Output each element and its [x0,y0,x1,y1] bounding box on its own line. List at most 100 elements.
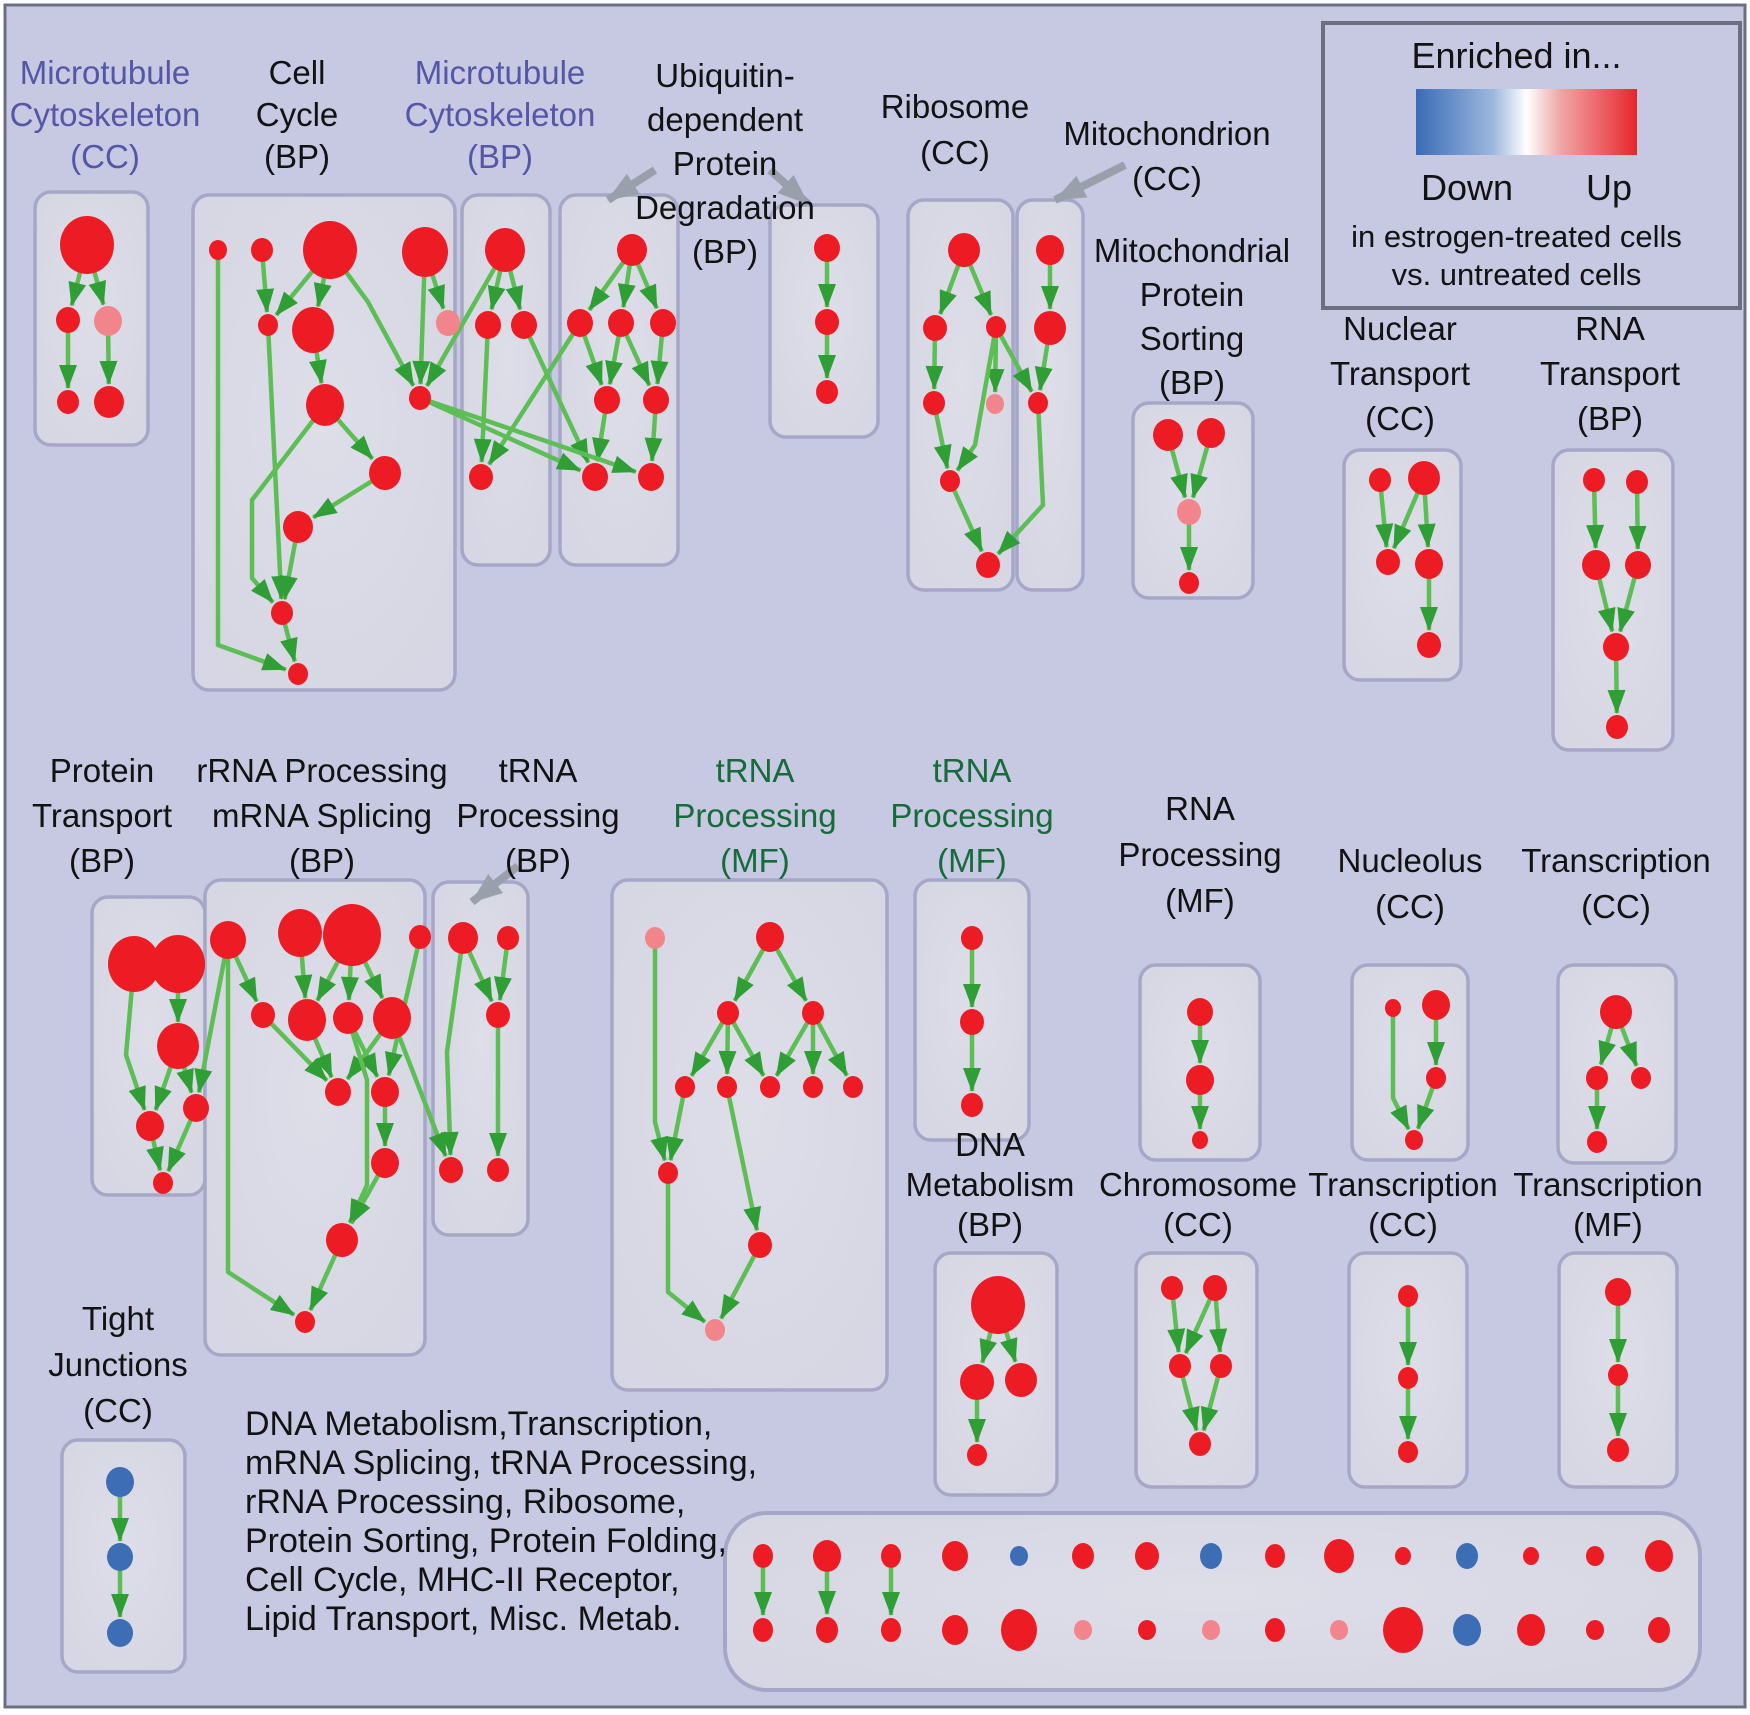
node-rna-transport-rt2 [1626,470,1648,494]
node-trna-mf-1-f6 [717,1076,737,1098]
node-trna-mf-1-f7 [760,1076,780,1098]
node-rrna-q6 [288,999,326,1041]
label-ubiq-line-3: Degradation [635,189,815,226]
node-trna-mf-1-f12 [705,1319,725,1341]
node-transcription-cc-mid-x1 [1600,995,1632,1029]
node-rrna-q7 [333,1002,363,1034]
edge-f3-f5 [689,1011,730,1077]
node-rrna-q8 [373,997,411,1039]
node-rna-transport-rt3 [1582,550,1610,580]
summary-node-top-4 [942,1541,968,1571]
node-transcription-cc-mid-x2 [1586,1066,1608,1090]
edge-b2-b4 [473,324,492,464]
node-protein-transport-p1 [108,936,160,992]
footnote-line-6: Lipid Transport, Misc. Metab. [245,1600,682,1638]
summary-node-top-14 [1586,1546,1604,1566]
label-rna-proc-mf-line-2: (MF) [1165,882,1235,919]
node-ribosome-r6 [940,470,960,492]
edge-z1-z4 [1390,1008,1411,1131]
cluster-box-rna-transport [1551,448,1675,752]
legend-subtitle-1: in estrogen-treated cells [1351,219,1682,254]
summary-node-bottom-1 [753,1618,773,1642]
label-rna-proc-mf-line-1: Processing [1118,836,1281,873]
node-rna-proc-mf-e1 [1187,998,1213,1026]
edge-b1-c9 [425,248,507,387]
node-ubiq-b-v3 [816,380,838,404]
pointer-arrow-ubiq-left [605,166,658,204]
summary-node-top-1 [753,1544,773,1568]
label-nuclear-transport-line-2: (CC) [1365,400,1435,437]
edge-f4-f9 [811,1011,849,1077]
node-rrna-q1 [210,921,246,959]
node-trna-mf-1-f1 [645,927,665,949]
label-mito-sort-line-1: Protein [1140,276,1245,313]
node-chromosome-h4 [1210,1354,1232,1378]
node-mt-cc-a1 [60,216,114,274]
footnote-line-4: Protein Sorting, Protein Folding, [245,1522,727,1560]
label-mitochondrion-line-0: Mitochondrion [1063,115,1270,152]
nodes-layer [56,216,1673,1653]
node-ubiq-a-ub5 [594,386,620,414]
cluster-box-cell-cycle [191,193,457,692]
node-trna-mf-2-g2 [960,1009,984,1035]
node-cell-cycle-c1 [209,240,227,260]
node-trna-mf-1-f4 [802,1001,824,1025]
node-rrna-q5 [251,1002,275,1028]
label-trna-mf-2-line-0: tRNA [933,752,1012,789]
label-dna-metab-line-0: DNA [955,1126,1025,1163]
summary-node-top-9 [1265,1544,1285,1568]
label-transcription-mf-line-1: (MF) [1573,1206,1643,1243]
node-trna-bp-t1 [448,922,478,954]
node-trna-mf-1-f2 [756,922,784,952]
edge-m3-r7 [996,402,1046,556]
label-transcription-mf-line-0: Transcription [1513,1166,1703,1203]
label-nucleolus-line-1: (CC) [1375,888,1445,925]
edge-f5-f10 [666,1086,688,1162]
node-transcription-mf-tm2 [1608,1364,1628,1386]
edge-q8-t4 [389,1017,448,1157]
node-rna-proc-mf-e2 [1186,1065,1214,1095]
node-trna-mf-1-f9 [843,1076,863,1098]
label-rrna-line-1: mRNA Splicing [212,797,432,834]
label-mitochondrion-line-1: (CC) [1132,160,1202,197]
node-ribosome-r5 [986,394,1004,414]
node-mitochondrion-m2 [1034,311,1066,345]
footnote: DNA Metabolism,Transcription,mRNA Splici… [245,1405,757,1638]
node-tight-junctions-tj3 [107,1619,133,1647]
label-ubiq-line-0: Ubiquitin- [655,57,794,94]
node-cell-cycle-c2 [251,238,273,262]
edge-t1-t4 [440,937,466,1157]
node-nuclear-transport-n3 [1376,549,1400,575]
summary-node-top-15 [1645,1540,1673,1572]
node-nuclear-transport-n2 [1408,461,1440,495]
label-rna-proc-mf-line-0: RNA [1165,790,1235,827]
edge-q1-q13 [225,940,296,1317]
label-protein-transport-line-2: (BP) [69,842,135,879]
node-ubiq-a-ub7 [582,463,608,491]
edge-r6-r7 [947,480,984,553]
node-cell-cycle-c13 [288,663,308,685]
footnote-line-2: mRNA Splicing, tRNA Processing, [245,1444,757,1482]
node-chromosome-h1 [1161,1276,1183,1300]
label-mt-bp-line-2: (BP) [467,138,533,175]
node-transcription-cc-bottom-tc1 [1398,1285,1418,1307]
legend-title: Enriched in... [1411,35,1621,76]
summary-node-top-10 [1324,1539,1354,1573]
edge-c9-ub8 [419,395,637,474]
edge-c8-c12 [249,403,327,604]
node-nucleolus-z1 [1385,999,1401,1017]
summary-node-bottom-14 [1586,1620,1604,1640]
label-nucleolus-line-0: Nucleolus [1338,842,1483,879]
node-chromosome-h2 [1203,1275,1227,1301]
label-tight-junctions-line-0: Tight [82,1300,154,1337]
summary-node-top-6 [1072,1543,1094,1569]
label-trna-bp-line-0: tRNA [499,752,578,789]
edge-f6-f11 [724,1086,762,1232]
summary-node-top-8 [1200,1543,1222,1569]
label-trna-mf-2-line-2: (MF) [937,842,1007,879]
label-tight-junctions-line-1: Junctions [48,1346,187,1383]
edge-f10-f12 [665,1173,707,1324]
node-rrna-q3 [323,904,381,966]
summary-node-bottom-10 [1330,1620,1348,1640]
node-nuclear-transport-n1 [1369,468,1391,492]
